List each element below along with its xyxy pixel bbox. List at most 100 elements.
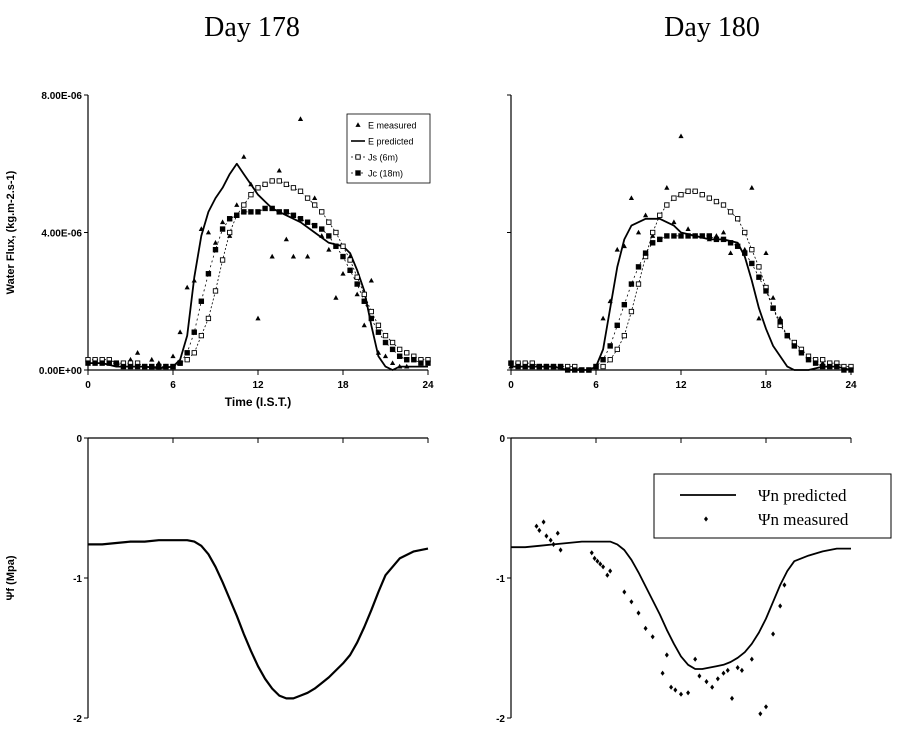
data-point bbox=[600, 315, 606, 321]
data-point bbox=[679, 691, 683, 697]
data-point bbox=[113, 360, 120, 366]
data-point bbox=[333, 229, 339, 236]
data-point bbox=[382, 353, 389, 359]
data-point bbox=[404, 350, 410, 356]
data-point bbox=[601, 564, 606, 570]
data-point bbox=[636, 610, 641, 616]
data-point bbox=[319, 226, 325, 232]
data-point bbox=[205, 315, 212, 322]
series-connector bbox=[88, 208, 428, 367]
data-point bbox=[557, 363, 564, 370]
data-point bbox=[841, 367, 847, 373]
data-point bbox=[725, 667, 730, 673]
legend-marker bbox=[704, 516, 708, 522]
data-point bbox=[248, 192, 254, 198]
data-point bbox=[411, 356, 417, 363]
data-point bbox=[720, 229, 727, 235]
data-point bbox=[621, 301, 628, 308]
data-point bbox=[262, 181, 268, 188]
data-point bbox=[382, 339, 389, 346]
data-point bbox=[418, 360, 424, 366]
data-point bbox=[614, 346, 620, 353]
data-point bbox=[149, 356, 155, 362]
data-point bbox=[389, 339, 396, 346]
data-point bbox=[778, 603, 783, 609]
data-point bbox=[92, 360, 98, 366]
data-point bbox=[198, 298, 205, 304]
data-point bbox=[812, 360, 819, 366]
chart-bottom-left: -2 -1 0 Ψf (Mpa) bbox=[5, 434, 429, 725]
data-point bbox=[600, 356, 606, 363]
data-point bbox=[234, 202, 240, 207]
data-point bbox=[782, 582, 787, 588]
data-point bbox=[205, 271, 212, 277]
data-point bbox=[361, 322, 367, 328]
legend-box bbox=[653, 473, 892, 539]
y-axis-label: Ψf (Mpa) bbox=[5, 555, 17, 600]
data-point bbox=[163, 363, 169, 370]
x-axis-label: Time (I.S.T.) bbox=[225, 395, 291, 409]
data-point bbox=[340, 243, 346, 249]
data-point bbox=[657, 236, 663, 243]
data-point bbox=[536, 363, 543, 370]
data-point bbox=[650, 634, 655, 640]
data-point bbox=[326, 246, 332, 252]
data-point bbox=[234, 212, 240, 219]
data-point bbox=[297, 188, 304, 194]
data-point bbox=[735, 665, 740, 671]
chart-top-left: 0 6 12 18 24 0.00E+00 4.00E-06 8.00E-06 Time (I.… bbox=[5, 91, 434, 409]
data-point bbox=[297, 216, 304, 222]
data-point bbox=[141, 363, 148, 370]
data-point bbox=[595, 558, 600, 564]
data-point bbox=[312, 202, 318, 208]
data-point bbox=[693, 656, 698, 662]
data-point bbox=[276, 209, 282, 215]
x-tick-label: 6 bbox=[593, 380, 599, 391]
data-point bbox=[600, 363, 606, 370]
y-tick-label: 4.00E-06 bbox=[41, 229, 82, 240]
data-point bbox=[212, 288, 219, 294]
data-point bbox=[657, 212, 663, 218]
data-point bbox=[396, 353, 403, 359]
data-point bbox=[555, 530, 560, 536]
data-point bbox=[198, 332, 204, 339]
data-point bbox=[764, 704, 768, 710]
legend-label: E predicted bbox=[368, 137, 414, 147]
data-point bbox=[628, 308, 635, 315]
data-point bbox=[368, 308, 374, 315]
data-point bbox=[628, 195, 635, 201]
data-point bbox=[297, 116, 304, 121]
data-point bbox=[184, 357, 190, 363]
data-point bbox=[184, 284, 190, 290]
data-point bbox=[598, 561, 603, 567]
data-point bbox=[361, 298, 367, 304]
data-point bbox=[564, 367, 571, 373]
data-point bbox=[170, 363, 176, 370]
data-point bbox=[593, 363, 599, 370]
y-tick-label: -1 bbox=[73, 574, 82, 585]
legend: Ψn predicted Ψn measured bbox=[653, 473, 892, 539]
data-point bbox=[219, 257, 226, 263]
data-point bbox=[283, 236, 289, 242]
data-point bbox=[756, 264, 762, 270]
data-point bbox=[622, 589, 627, 595]
data-point bbox=[749, 260, 755, 267]
data-point bbox=[649, 240, 656, 246]
data-point bbox=[650, 229, 656, 236]
data-point bbox=[177, 360, 183, 366]
data-point bbox=[685, 233, 691, 239]
y-tick-label: -2 bbox=[496, 714, 505, 725]
data-point bbox=[255, 185, 261, 191]
x-tick-label: 18 bbox=[760, 380, 772, 391]
data-point bbox=[678, 233, 684, 239]
data-point bbox=[710, 684, 715, 690]
legend: E measured E predicted Js (6m) Jc (18m) bbox=[346, 113, 431, 184]
data-point bbox=[212, 246, 219, 253]
data-point bbox=[543, 363, 550, 370]
data-point bbox=[311, 222, 318, 229]
y-tick-label: 0.00E+00 bbox=[39, 366, 83, 377]
data-point bbox=[283, 209, 290, 215]
data-point bbox=[134, 363, 141, 370]
data-point bbox=[628, 281, 635, 287]
data-point bbox=[375, 322, 382, 328]
